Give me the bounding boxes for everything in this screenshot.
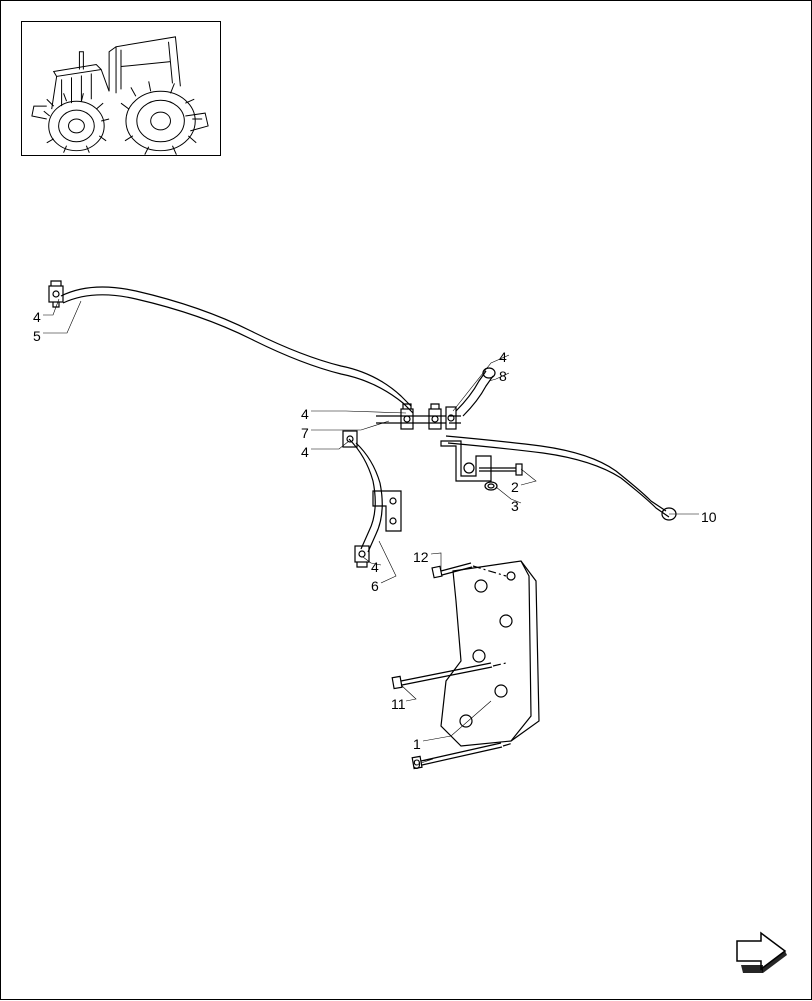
callout-12: 12 — [413, 549, 429, 565]
callout-10: 10 — [701, 509, 717, 525]
callout-4d: 4 — [499, 349, 507, 365]
callout-9: 9 — [413, 756, 421, 772]
callout-5: 5 — [33, 328, 41, 344]
callout-7: 7 — [301, 425, 309, 441]
callout-8: 8 — [499, 368, 507, 384]
callout-4c: 4 — [301, 444, 309, 460]
callout-11: 11 — [391, 696, 406, 712]
callout-4a: 4 — [33, 309, 41, 325]
page-container: 4 5 4 7 4 4 8 2 3 4 6 12 11 1 9 10 — [0, 0, 812, 1000]
callout-2: 2 — [511, 479, 519, 495]
callout-1: 1 — [413, 736, 421, 752]
arrow-right-icon — [731, 929, 791, 979]
next-page-button[interactable] — [731, 929, 791, 979]
callout-6: 6 — [371, 578, 379, 594]
callout-4b: 4 — [301, 406, 309, 422]
callout-3: 3 — [511, 498, 519, 514]
parts-diagram — [1, 1, 812, 1001]
callout-4e: 4 — [371, 559, 379, 575]
